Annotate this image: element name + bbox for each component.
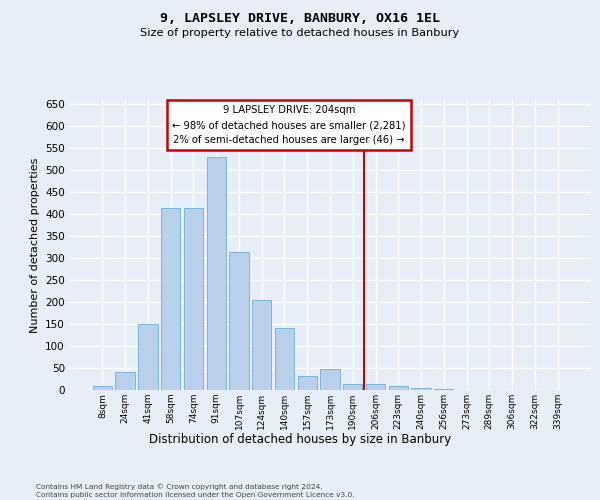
Bar	[115, 372, 135, 390]
Bar	[252, 300, 271, 390]
Text: 9 LAPSLEY DRIVE: 204sqm
← 98% of detached houses are smaller (2,281)
2% of semi-: 9 LAPSLEY DRIVE: 204sqm ← 98% of detache…	[172, 106, 406, 145]
Bar	[434, 389, 454, 390]
Bar	[206, 157, 226, 390]
Text: Distribution of detached houses by size in Banbury: Distribution of detached houses by size …	[149, 432, 451, 446]
Bar	[389, 386, 408, 390]
Bar	[184, 208, 203, 390]
Bar	[298, 376, 317, 390]
Bar	[320, 369, 340, 390]
Bar	[229, 252, 248, 390]
Bar	[412, 388, 431, 390]
Y-axis label: Number of detached properties: Number of detached properties	[29, 158, 40, 332]
Bar	[343, 384, 362, 390]
Text: 9, LAPSLEY DRIVE, BANBURY, OX16 1EL: 9, LAPSLEY DRIVE, BANBURY, OX16 1EL	[160, 12, 440, 26]
Text: Contains HM Land Registry data © Crown copyright and database right 2024.
Contai: Contains HM Land Registry data © Crown c…	[36, 484, 355, 498]
Bar	[138, 324, 158, 390]
Bar	[275, 328, 294, 390]
Bar	[161, 208, 181, 390]
Bar	[366, 384, 385, 390]
Bar	[93, 386, 112, 390]
Text: Size of property relative to detached houses in Banbury: Size of property relative to detached ho…	[140, 28, 460, 38]
